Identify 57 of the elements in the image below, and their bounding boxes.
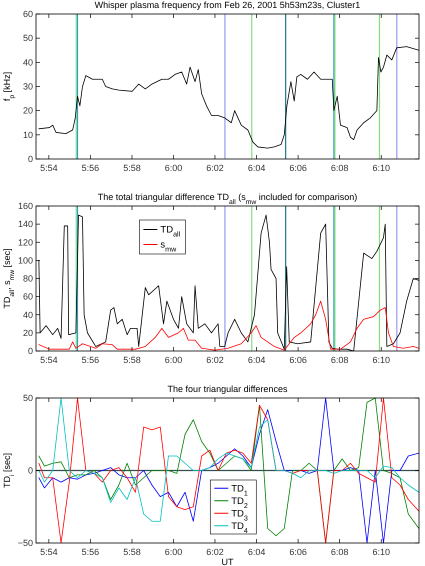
chart-title: Whisper plasma frequency from Feb 26, 2001 5h53m23s, Cluster1 xyxy=(94,0,360,10)
x-tick-label: 6:04 xyxy=(248,547,266,557)
y-tick-label: 0 xyxy=(28,154,33,164)
x-tick-label: 6:02 xyxy=(206,355,224,365)
y-tick-label: 160 xyxy=(18,201,33,211)
y-tick-label: 20 xyxy=(22,328,33,338)
y-tick-label: 0 xyxy=(28,466,33,476)
y-tick-label: 60 xyxy=(22,9,33,19)
y-tick-label: 120 xyxy=(18,237,33,248)
x-tick-label: 5:54 xyxy=(40,547,58,557)
chart-title: The total triangular difference TD$_{all}$ (s$_{mw}$ included for comparison) xyxy=(98,192,358,206)
legend-label: TD$_{2}$ xyxy=(231,496,248,510)
x-tick-label: 5:54 xyxy=(40,355,58,365)
x-tick-label: 6:06 xyxy=(289,163,307,173)
x-tick-label: 5:58 xyxy=(123,547,141,557)
x-tick-label: 6:10 xyxy=(372,355,390,365)
x-tick-label: 6:00 xyxy=(164,163,182,173)
y-tick-label: 100 xyxy=(18,255,33,266)
x-tick-label: 6:08 xyxy=(330,547,348,557)
x-tick-label: 6:02 xyxy=(206,547,224,557)
x-tick-label: 5:56 xyxy=(82,547,100,557)
chart-title: The four triangular differences xyxy=(168,384,288,394)
line-series xyxy=(38,300,420,350)
y-tick-label: 40 xyxy=(22,310,33,320)
x-tick-label: 5:56 xyxy=(82,355,100,365)
x-tick-label: 6:10 xyxy=(372,547,390,557)
y-tick-label: 30 xyxy=(22,82,33,92)
y-tick-label: 10 xyxy=(22,130,33,140)
x-tick-label: 6:02 xyxy=(206,163,224,173)
legend-label: TD$_{1}$ xyxy=(231,483,248,498)
y-tick-label: 50 xyxy=(22,393,33,403)
x-axis-title: UT xyxy=(222,557,234,566)
x-tick-label: 5:54 xyxy=(40,163,58,173)
x-tick-label: 6:04 xyxy=(248,355,266,365)
y-tick-label: 40 xyxy=(22,57,33,68)
x-tick-label: 6:10 xyxy=(372,163,390,173)
x-tick-label: 6:06 xyxy=(289,547,307,557)
y-tick-label: 60 xyxy=(22,292,33,302)
x-tick-label: 6:04 xyxy=(248,163,266,173)
x-tick-label: 6:08 xyxy=(330,163,348,173)
y-tick-label: 80 xyxy=(22,274,33,284)
x-tick-label: 6:00 xyxy=(164,355,182,365)
x-tick-label: 6:00 xyxy=(164,547,182,557)
y-tick-label: 50 xyxy=(22,33,33,44)
x-tick-label: 6:06 xyxy=(289,355,307,365)
legend-label: s$_{mw}$ xyxy=(160,240,178,254)
y-tick-label: 140 xyxy=(18,219,33,230)
legend-label: TD$_{all}$ xyxy=(160,224,181,238)
y-tick-label: 0 xyxy=(28,346,33,356)
x-tick-label: 6:08 xyxy=(330,355,348,365)
legend-label: TD$_{4}$ xyxy=(231,520,248,535)
x-tick-label: 5:56 xyxy=(82,163,100,173)
y-tick-label: 20 xyxy=(22,106,33,116)
y-tick-label: −50 xyxy=(18,538,33,548)
x-tick-label: 5:58 xyxy=(123,163,141,173)
legend-label: TD$_{3}$ xyxy=(231,508,248,522)
x-tick-label: 5:58 xyxy=(123,355,141,365)
